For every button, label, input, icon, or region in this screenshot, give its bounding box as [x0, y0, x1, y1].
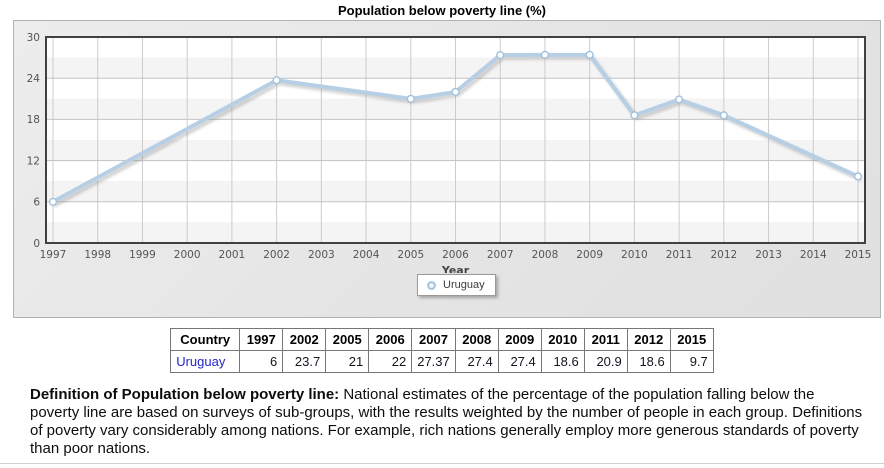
table-header-cell: 2002	[282, 328, 327, 351]
svg-text:2007: 2007	[487, 249, 514, 261]
table-header-row: Country 1997 2002 2005 2006 2007 2008 2009 2010 2…	[170, 328, 714, 351]
svg-text:2015: 2015	[845, 249, 872, 261]
table-value-cell: 27.4	[497, 350, 542, 373]
svg-text:2013: 2013	[755, 249, 782, 261]
svg-text:2009: 2009	[576, 249, 603, 261]
table-value-cell: 21	[325, 350, 370, 373]
table-header-cell: 2010	[540, 328, 585, 351]
x-axis-title: Year	[441, 264, 470, 273]
table-value-cell: 9.7	[669, 350, 714, 373]
svg-text:2006: 2006	[442, 249, 469, 261]
table-value-cell: 20.9	[583, 350, 628, 373]
table-header-cell: 2009	[497, 328, 542, 351]
table-header-cell: 2015	[669, 328, 714, 351]
svg-text:30: 30	[27, 32, 40, 44]
svg-text:1999: 1999	[129, 249, 156, 261]
plot-border	[45, 36, 866, 244]
table-value-cell: 23.7	[282, 350, 327, 373]
table-value-cell: 22	[368, 350, 413, 373]
table-value-cell: 27.4	[454, 350, 499, 373]
series-markers	[48, 50, 863, 206]
table-header-cell: 2008	[454, 328, 499, 351]
svg-text:2000: 2000	[174, 249, 201, 261]
table-header-cell: 2005	[325, 328, 370, 351]
table-header-cell: 2012	[626, 328, 671, 351]
table-value-cell: 18.6	[540, 350, 585, 373]
svg-text:1998: 1998	[84, 249, 111, 261]
table-value-cell: 6	[239, 350, 284, 373]
country-cell: Uruguay	[170, 350, 241, 373]
svg-text:2014: 2014	[800, 249, 827, 261]
table-value-cell: 18.6	[626, 350, 671, 373]
svg-text:18: 18	[27, 114, 40, 126]
legend-label: Uruguay	[443, 279, 485, 291]
x-axis-labels: 1997 1998 1999 2000 2001 2002 2003 2004 2005 2006…	[40, 249, 872, 261]
svg-text:2010: 2010	[621, 249, 648, 261]
table-value-cell: 27.37	[411, 350, 456, 373]
svg-text:2004: 2004	[353, 249, 380, 261]
svg-text:12: 12	[27, 155, 40, 167]
chart-container: 0 6 12 18 24 30 1997 1998 1999 2000 2001 2002 2003 20…	[13, 20, 881, 318]
gridlines	[46, 37, 865, 243]
svg-text:2011: 2011	[666, 249, 693, 261]
svg-text:0: 0	[33, 238, 40, 250]
chart-title: Population below poverty line (%)	[337, 3, 546, 18]
definition-text: Definition of Population below poverty l…	[30, 386, 863, 458]
svg-text:2005: 2005	[397, 249, 424, 261]
svg-text:2003: 2003	[308, 249, 335, 261]
svg-text:2012: 2012	[710, 249, 737, 261]
table-header-cell: 2006	[368, 328, 413, 351]
chart-legend: Uruguay	[417, 274, 496, 296]
table-row: Uruguay 6 23.7 21 22 27.37 27.4 27.4 18.6 20.9 18.…	[170, 350, 714, 373]
svg-text:1997: 1997	[40, 249, 67, 261]
svg-text:6: 6	[33, 197, 40, 209]
line-chart: 0 6 12 18 24 30 1997 1998 1999 2000 2001 2002 2003 20…	[27, 32, 872, 273]
table-header-cell: 2011	[583, 328, 628, 351]
table-header-cell: Country	[170, 328, 241, 351]
svg-text:2001: 2001	[219, 249, 246, 261]
svg-text:2008: 2008	[532, 249, 559, 261]
series-marker-icon	[427, 280, 436, 290]
table-header-cell: 2007	[411, 328, 456, 351]
poverty-table: Country 1997 2002 2005 2006 2007 2008 2009 2010 2…	[170, 328, 714, 373]
country-link[interactable]: Uruguay	[176, 354, 226, 369]
svg-text:24: 24	[27, 73, 41, 85]
table-wrapper: Country 1997 2002 2005 2006 2007 2008 2009 2010 2…	[0, 328, 884, 373]
table-header-cell: 1997	[239, 328, 284, 351]
definition-body: National estimates of the percentage of …	[30, 386, 863, 457]
definition-term: Definition of Population below poverty l…	[30, 386, 340, 403]
bottom-divider	[0, 463, 884, 464]
svg-text:2002: 2002	[263, 249, 290, 261]
y-axis-labels: 0 6 12 18 24 30	[27, 32, 41, 250]
